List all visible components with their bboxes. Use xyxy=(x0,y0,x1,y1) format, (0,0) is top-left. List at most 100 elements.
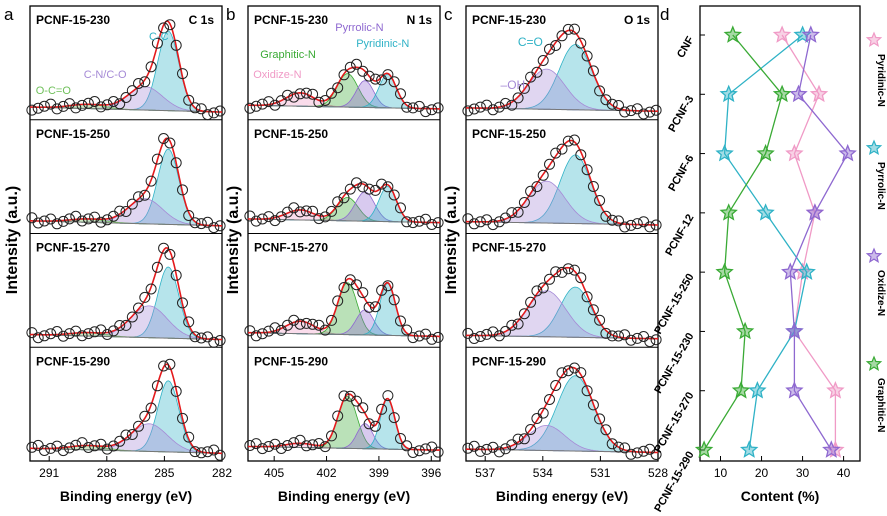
legend-marker xyxy=(865,247,883,263)
data-point xyxy=(282,89,293,101)
data-point xyxy=(518,82,530,94)
data-point xyxy=(369,301,381,313)
data-point xyxy=(631,332,643,344)
data-point xyxy=(382,390,394,402)
annotation-o-c-o: O-C=O xyxy=(36,85,72,97)
data-point xyxy=(70,102,82,114)
series-marker xyxy=(822,440,841,458)
fit-curve xyxy=(29,247,223,341)
annotation-c-c: C-C xyxy=(149,31,169,43)
series-marker xyxy=(826,380,845,399)
x-tick-label: 282 xyxy=(212,466,232,480)
legend-label: Graphitic-N xyxy=(875,378,886,432)
data-point xyxy=(313,213,325,225)
data-point xyxy=(613,330,624,342)
data-point xyxy=(319,441,331,453)
data-point xyxy=(177,68,188,80)
data-point xyxy=(89,440,101,452)
data-point xyxy=(126,429,138,440)
data-point xyxy=(145,283,157,295)
data-point xyxy=(256,213,268,225)
series-marker xyxy=(723,25,743,43)
data-point xyxy=(363,418,375,430)
data-point xyxy=(537,169,549,181)
data-point xyxy=(512,92,524,104)
data-point xyxy=(307,318,319,330)
data-point xyxy=(625,105,637,117)
data-point xyxy=(395,202,406,214)
data-point xyxy=(474,445,486,457)
data-point xyxy=(625,219,637,231)
data-point xyxy=(376,403,388,415)
series-marker xyxy=(715,143,734,162)
data-point xyxy=(594,195,606,206)
data-point xyxy=(587,399,599,411)
legend-label: Oxidize-N xyxy=(875,270,886,316)
series-marker xyxy=(789,84,808,103)
data-point xyxy=(263,211,275,223)
data-point xyxy=(57,445,69,457)
peak-component xyxy=(248,396,440,451)
annotation-pyridinic-n: Pyridinic-N xyxy=(356,38,409,50)
data-point xyxy=(45,442,57,454)
data-point xyxy=(613,441,624,453)
data-point xyxy=(388,412,400,424)
data-point xyxy=(625,448,637,460)
data-point xyxy=(500,443,511,455)
data-point xyxy=(214,335,226,346)
data-point xyxy=(388,294,400,306)
data-point xyxy=(644,336,656,348)
fit-curve xyxy=(30,137,222,227)
data-point xyxy=(493,446,505,458)
data-point xyxy=(288,437,300,449)
data-point xyxy=(139,76,151,88)
data-point xyxy=(407,102,419,114)
x-tick-label: 30 xyxy=(796,466,810,480)
sample-label: PCNF-15-230 xyxy=(472,13,546,27)
data-point xyxy=(351,58,362,70)
data-point xyxy=(170,385,182,397)
data-point xyxy=(326,205,337,217)
sample-label: PCNF-15-290 xyxy=(36,354,110,368)
data-point xyxy=(474,331,486,342)
data-point xyxy=(369,73,381,85)
data-point xyxy=(326,430,337,442)
data-point xyxy=(82,97,94,109)
data-point xyxy=(26,327,38,339)
data-point xyxy=(401,101,413,113)
series-line xyxy=(789,34,849,451)
legend-marker xyxy=(865,139,883,155)
data-point xyxy=(26,104,38,116)
data-point xyxy=(338,390,350,402)
data-point xyxy=(638,108,650,120)
data-point xyxy=(256,328,268,340)
data-point xyxy=(288,314,300,326)
sample-label: PCNF-15-250 xyxy=(254,127,328,141)
category-label: PCNF-15-250 xyxy=(652,272,696,337)
data-point xyxy=(468,218,480,230)
category-label: PCNF-15-270 xyxy=(652,390,696,455)
data-point xyxy=(344,183,356,195)
data-point xyxy=(45,213,57,225)
data-point xyxy=(575,149,587,161)
data-point xyxy=(332,82,344,94)
data-point xyxy=(319,95,331,106)
data-point xyxy=(202,446,214,458)
series-marker xyxy=(797,262,816,280)
series-marker xyxy=(719,84,738,103)
data-point xyxy=(613,100,624,111)
annotation-c-o: C=O xyxy=(518,35,543,49)
x-axis-label: Binding energy (eV) xyxy=(496,488,628,504)
data-point xyxy=(177,412,188,424)
data-point xyxy=(108,96,119,107)
data-point xyxy=(214,449,226,461)
data-point xyxy=(401,440,413,452)
data-point xyxy=(562,23,574,35)
data-point xyxy=(631,447,643,459)
series-marker xyxy=(785,321,804,340)
data-point xyxy=(351,395,362,407)
data-point xyxy=(376,178,388,190)
data-point xyxy=(644,106,656,118)
data-point xyxy=(38,445,50,456)
data-point xyxy=(606,438,618,450)
